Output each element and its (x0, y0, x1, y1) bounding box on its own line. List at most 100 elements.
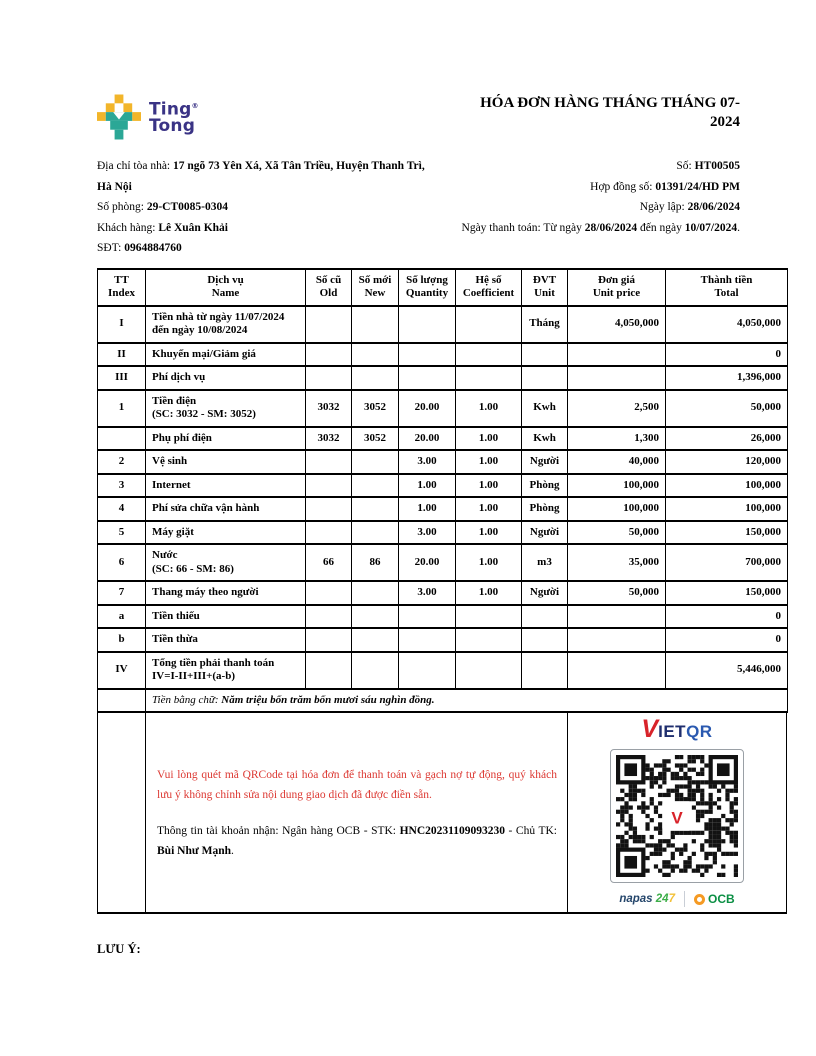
logo-divider (683, 891, 685, 907)
cell-price: 100,000 (567, 496, 666, 522)
cell-idx (97, 687, 146, 713)
table-row: I Tiền nhà từ ngày 11/07/2024 đến ngày 10… (97, 304, 788, 344)
table-header-row: TT Index Dịch vụ Name Số cũ Old Số mới New Số lư… (97, 267, 788, 307)
cell-new (351, 449, 399, 475)
brand-name-line1: Ting (149, 99, 192, 120)
cell-coef (455, 304, 522, 344)
cell-old: 3032 (305, 425, 352, 451)
cell-total: 700,000 (665, 543, 788, 582)
cell-name: Tiền thừa (145, 627, 306, 653)
column-header: Dịch vụ Name (145, 267, 306, 307)
cell-qty (398, 603, 456, 629)
cell-new (351, 627, 399, 653)
cell-idx: 2 (97, 449, 146, 475)
cell-qty: 3.00 (398, 580, 456, 606)
cell-price: 100,000 (567, 472, 666, 498)
cell-unit: Kwh (521, 388, 568, 428)
payment-row-index-cell (98, 713, 146, 912)
qr-code-frame: V (610, 749, 744, 883)
room-label: Số phòng: (97, 201, 147, 213)
issue-date-line: Ngày lập: 28/06/2024 (442, 197, 740, 218)
account-info-line: Thông tin tài khoản nhận: Ngân hàng OCB … (157, 824, 557, 857)
cell-total: 0 (665, 603, 788, 629)
cell-qty: 1.00 (398, 496, 456, 522)
cell-total: 0 (665, 627, 788, 653)
cell-qty (398, 341, 456, 367)
cell-name: Tiền điện (SC: 3032 - SM: 3052) (145, 388, 306, 428)
table-row: 3 Internet 1.00 1.00 Phòng 100,000 100,000 (97, 472, 788, 498)
cell-old (305, 341, 352, 367)
cell-old (305, 603, 352, 629)
cell-unit (521, 650, 568, 690)
column-header: Số mới New (351, 267, 399, 307)
table-row: 2 Vệ sinh 3.00 1.00 Người 40,000 120,000 (97, 449, 788, 475)
qr-code: V (616, 755, 738, 877)
brand-name-line2: Tong (149, 115, 196, 136)
cell-qty: 1.00 (398, 472, 456, 498)
cell-old (305, 304, 352, 344)
customer-label: Khách hàng: (97, 221, 159, 234)
cell-price: 40,000 (567, 449, 666, 475)
cell-unit: Tháng (521, 304, 568, 344)
cell-name: Internet (145, 472, 306, 498)
cell-total: 100,000 (665, 472, 788, 498)
cell-total: 150,000 (665, 580, 788, 606)
cell-qty (398, 650, 456, 690)
registered-mark: ® (191, 102, 199, 110)
cell-unit (521, 341, 568, 367)
cell-total: 4,050,000 (665, 304, 788, 344)
address-value: 17 ngõ 73 Yên Xá, Xã Tân Triều, Huyện Th… (97, 160, 425, 193)
cell-price: 2,500 (567, 388, 666, 428)
cell-name: Phụ phí điện (145, 425, 306, 451)
cell-idx: IV (97, 650, 146, 690)
cell-name: Thang máy theo người (145, 580, 306, 606)
cell-coef (455, 627, 522, 653)
invoice-table: TT Index Dịch vụ Name Số cũ Old Số mới New Số lư… (97, 267, 788, 714)
cell-price: 35,000 (567, 543, 666, 582)
cell-old (305, 650, 352, 690)
cell-qty: 20.00 (398, 388, 456, 428)
cell-name: Khuyến mại/Giảm giá (145, 341, 306, 367)
cell-total: 50,000 (665, 388, 788, 428)
cell-price (567, 627, 666, 653)
cell-price: 50,000 (567, 580, 666, 606)
info-right-column: Số: HT00505 Hợp đồng số: 01391/24/HD PM … (442, 156, 740, 259)
cell-qty: 3.00 (398, 449, 456, 475)
cell-new: 3052 (351, 425, 399, 451)
ocb-ring-icon (693, 893, 705, 905)
column-header: ĐVT Unit (521, 267, 568, 307)
cell-unit: Phòng (521, 496, 568, 522)
info-left-column: Địa chỉ tòa nhà: 17 ngõ 73 Yên Xá, Xã Tâ… (97, 156, 442, 259)
amount-in-words-row: Tiền bằng chữ: Năm triệu bốn trăm bốn mư… (97, 687, 788, 713)
cell-idx: 5 (97, 519, 146, 545)
cell-new (351, 365, 399, 391)
cell-new (351, 519, 399, 545)
cell-name: Máy giặt (145, 519, 306, 545)
invoice-number-label: Số: (676, 160, 695, 172)
cell-name: Tiền nhà từ ngày 11/07/2024 đến ngày 10/… (145, 304, 306, 344)
cell-coef: 1.00 (455, 580, 522, 606)
payment-period-line: Ngày thanh toán: Từ ngày 28/06/2024 đến … (461, 221, 740, 234)
cell-price: 50,000 (567, 519, 666, 545)
invoice-title-line2: 2024 (710, 114, 740, 130)
column-header: Số lượng Quantity (398, 267, 456, 307)
cell-total: 150,000 (665, 519, 788, 545)
amount-in-words-label: Tiền bằng chữ: (152, 693, 222, 706)
address-label: Địa chỉ tòa nhà: (97, 160, 174, 172)
cell-unit (521, 365, 568, 391)
cell-new: 86 (351, 543, 399, 582)
cell-coef: 1.00 (455, 472, 522, 498)
cell-coef (455, 365, 522, 391)
cell-name: Nước (SC: 66 - SM: 86) (145, 543, 306, 582)
amount-in-words-cell: Tiền bằng chữ: Năm triệu bốn trăm bốn mư… (145, 687, 788, 713)
contract-line: Hợp đồng số: 01391/24/HD PM (442, 177, 740, 198)
table-row: 7 Thang máy theo người 3.00 1.00 Người 50,000… (97, 580, 788, 606)
table-row: II Khuyến mại/Giảm giá 0 (97, 341, 788, 367)
napas-logo: napas 247 (619, 893, 675, 905)
room-value: 29-CT0085-0304 (146, 201, 228, 213)
column-header: Số cũ Old (305, 267, 352, 307)
footer-note-label: LƯU Ý: (97, 942, 141, 956)
cell-total: 120,000 (665, 449, 788, 475)
cell-coef: 1.00 (455, 425, 522, 451)
contract-label: Hợp đồng số: (590, 180, 656, 193)
